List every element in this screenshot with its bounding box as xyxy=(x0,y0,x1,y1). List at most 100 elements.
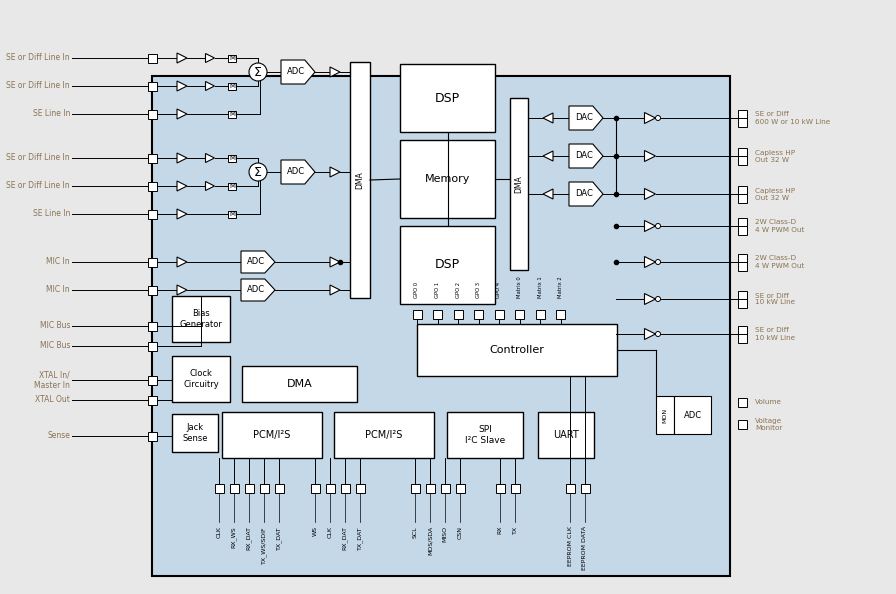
Text: DSP: DSP xyxy=(435,91,460,105)
FancyBboxPatch shape xyxy=(242,366,357,402)
FancyBboxPatch shape xyxy=(148,431,157,441)
Circle shape xyxy=(249,63,267,81)
FancyBboxPatch shape xyxy=(148,81,157,90)
Polygon shape xyxy=(205,182,214,191)
Text: PCM/I²S: PCM/I²S xyxy=(254,430,290,440)
FancyBboxPatch shape xyxy=(737,333,746,343)
FancyBboxPatch shape xyxy=(148,286,157,295)
Text: DMA: DMA xyxy=(287,379,313,389)
Text: M: M xyxy=(229,111,235,117)
Text: M: M xyxy=(229,83,235,89)
FancyBboxPatch shape xyxy=(148,210,157,219)
Text: TX_DAT: TX_DAT xyxy=(358,526,363,549)
Polygon shape xyxy=(330,67,340,77)
Text: TX: TX xyxy=(513,526,518,534)
Text: CLK: CLK xyxy=(328,526,332,538)
Text: MIC Bus: MIC Bus xyxy=(39,342,70,350)
Text: Volume: Volume xyxy=(755,399,782,405)
Polygon shape xyxy=(330,285,340,295)
Polygon shape xyxy=(177,285,187,295)
Text: EEPROM CLK: EEPROM CLK xyxy=(567,526,573,566)
Polygon shape xyxy=(330,167,340,177)
FancyBboxPatch shape xyxy=(453,309,462,318)
FancyBboxPatch shape xyxy=(222,412,322,458)
Text: DAC: DAC xyxy=(575,189,593,198)
FancyBboxPatch shape xyxy=(148,258,157,267)
Text: DMA: DMA xyxy=(514,175,523,193)
FancyBboxPatch shape xyxy=(340,484,349,492)
Text: DSP: DSP xyxy=(435,258,460,271)
Text: ADC: ADC xyxy=(684,410,702,419)
FancyBboxPatch shape xyxy=(737,299,746,308)
Polygon shape xyxy=(644,112,656,124)
FancyBboxPatch shape xyxy=(410,484,419,492)
Circle shape xyxy=(656,331,660,336)
FancyBboxPatch shape xyxy=(455,484,464,492)
Text: Controller: Controller xyxy=(489,345,545,355)
Text: SE or Diff Line In: SE or Diff Line In xyxy=(6,182,70,191)
FancyBboxPatch shape xyxy=(172,296,230,342)
FancyBboxPatch shape xyxy=(674,396,711,434)
FancyBboxPatch shape xyxy=(228,110,236,118)
Text: CSN: CSN xyxy=(458,526,462,539)
FancyBboxPatch shape xyxy=(737,290,746,299)
FancyBboxPatch shape xyxy=(737,156,746,165)
Text: 2W Class-D
4 W PWM Out: 2W Class-D 4 W PWM Out xyxy=(755,220,805,232)
FancyBboxPatch shape xyxy=(228,210,236,217)
Text: SE Line In: SE Line In xyxy=(32,210,70,219)
Text: SE Line In: SE Line In xyxy=(32,109,70,118)
Polygon shape xyxy=(281,160,315,184)
FancyBboxPatch shape xyxy=(511,484,520,492)
Polygon shape xyxy=(543,189,553,199)
Text: EEPROM DATA: EEPROM DATA xyxy=(582,526,588,570)
Text: ADC: ADC xyxy=(247,286,265,295)
FancyBboxPatch shape xyxy=(172,414,218,452)
FancyBboxPatch shape xyxy=(228,55,236,62)
FancyBboxPatch shape xyxy=(447,412,523,458)
Text: SPI
I²C Slave: SPI I²C Slave xyxy=(465,425,505,445)
Polygon shape xyxy=(644,328,656,340)
Polygon shape xyxy=(569,182,603,206)
Text: Σ: Σ xyxy=(254,166,262,179)
FancyBboxPatch shape xyxy=(737,397,746,406)
Text: M: M xyxy=(229,211,235,217)
Polygon shape xyxy=(644,220,656,232)
Polygon shape xyxy=(205,81,214,90)
FancyBboxPatch shape xyxy=(433,309,442,318)
Polygon shape xyxy=(177,53,187,63)
FancyBboxPatch shape xyxy=(148,53,157,62)
Circle shape xyxy=(249,163,267,181)
FancyBboxPatch shape xyxy=(737,254,746,263)
FancyBboxPatch shape xyxy=(495,484,504,492)
Text: SE or Diff Line In: SE or Diff Line In xyxy=(6,153,70,163)
Polygon shape xyxy=(569,106,603,130)
Polygon shape xyxy=(644,257,656,267)
FancyBboxPatch shape xyxy=(737,147,746,156)
FancyBboxPatch shape xyxy=(311,484,320,492)
Text: Matrix 0: Matrix 0 xyxy=(517,276,522,298)
FancyBboxPatch shape xyxy=(334,412,434,458)
Polygon shape xyxy=(543,113,553,123)
Text: GPO 3: GPO 3 xyxy=(476,282,481,298)
Text: WS: WS xyxy=(313,526,317,536)
Text: SCL: SCL xyxy=(412,526,418,538)
Text: RX_DAT: RX_DAT xyxy=(342,526,348,550)
Polygon shape xyxy=(177,257,187,267)
FancyBboxPatch shape xyxy=(556,309,565,318)
FancyBboxPatch shape xyxy=(148,153,157,163)
Text: GPO 4: GPO 4 xyxy=(496,282,502,298)
Text: DMA: DMA xyxy=(356,171,365,189)
Text: 2W Class-D
4 W PWM Out: 2W Class-D 4 W PWM Out xyxy=(755,255,805,268)
FancyBboxPatch shape xyxy=(737,118,746,127)
FancyBboxPatch shape xyxy=(417,324,617,376)
Polygon shape xyxy=(177,209,187,219)
FancyBboxPatch shape xyxy=(737,226,746,235)
Text: CLK: CLK xyxy=(217,526,221,538)
Text: Voltage
Monitor: Voltage Monitor xyxy=(755,418,782,431)
Text: Capless HP
Out 32 W: Capless HP Out 32 W xyxy=(755,150,795,163)
FancyBboxPatch shape xyxy=(148,342,157,350)
Polygon shape xyxy=(241,279,275,301)
Text: ADC: ADC xyxy=(247,258,265,267)
FancyBboxPatch shape xyxy=(228,154,236,162)
FancyBboxPatch shape xyxy=(229,484,238,492)
